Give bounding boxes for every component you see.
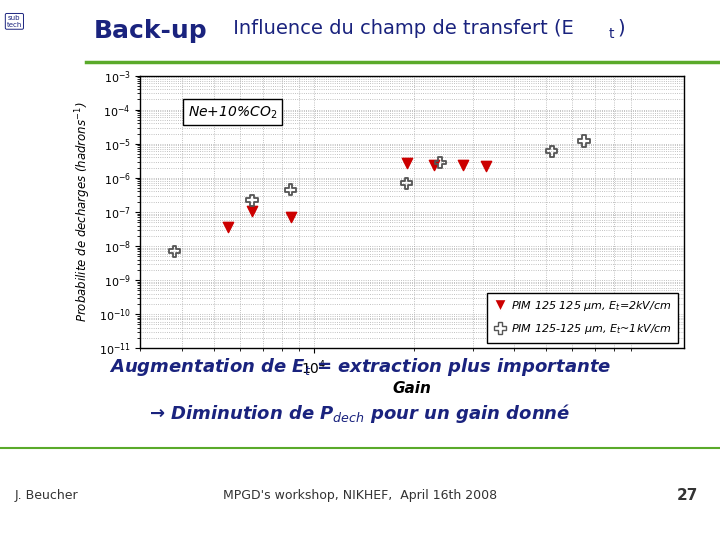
Text: ): ) (618, 19, 626, 38)
Point (285, 213, 297, 221)
Point (578, 137, 590, 145)
Point (546, 147, 557, 156)
Point (435, 158, 446, 167)
Point (222, 223, 233, 232)
Point (480, 161, 492, 170)
Point (401, 158, 413, 167)
Point (456, 160, 468, 169)
Point (401, 179, 413, 187)
Legend: PIM 125 125 μm, E$_t$=2kV/cm, PIM 125-125 μm, E$_t$~1kV/cm: PIM 125 125 μm, E$_t$=2kV/cm, PIM 125-12… (487, 293, 678, 343)
Text: MPGD's workshop, NIKHEF,  April 16th 2008: MPGD's workshop, NIKHEF, April 16th 2008 (223, 489, 497, 502)
Text: t: t (608, 27, 614, 41)
Text: Ne+10%CO$_2$: Ne+10%CO$_2$ (188, 104, 277, 120)
Point (168, 247, 180, 255)
Text: Influence du champ de transfert (E: Influence du champ de transfert (E (227, 19, 574, 38)
X-axis label: Gain: Gain (393, 381, 431, 396)
Point (246, 196, 258, 205)
Text: Augmentation de E$_t$ = extraction plus importante: Augmentation de E$_t$ = extraction plus … (109, 356, 611, 377)
Point (428, 160, 440, 169)
Point (246, 206, 258, 215)
Point (285, 185, 297, 194)
Text: Back-up: Back-up (94, 19, 207, 43)
Text: → Diminution de P$_{dech}$ pour un gain donné: → Diminution de P$_{dech}$ pour un gain … (149, 402, 571, 425)
Text: 27: 27 (677, 488, 698, 503)
Text: J. Beucher: J. Beucher (14, 489, 78, 502)
Y-axis label: Probabilite de decharges (hadrons$^{-1}$): Probabilite de decharges (hadrons$^{-1}$… (73, 102, 93, 322)
Text: sub
tech: sub tech (6, 15, 22, 28)
